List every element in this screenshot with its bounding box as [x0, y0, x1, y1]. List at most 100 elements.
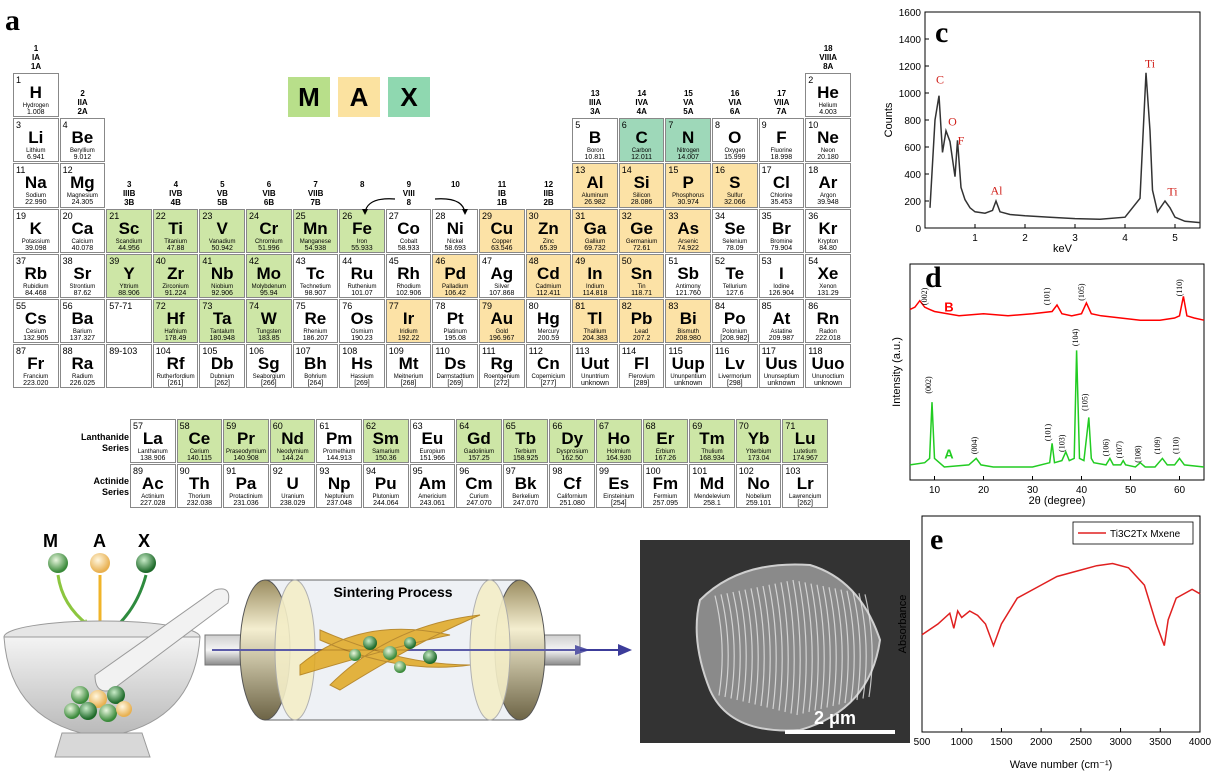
atomic-number: 80	[528, 301, 539, 311]
element-cell-u: 92 U Uranium 238.029	[269, 464, 316, 509]
atomic-number: 12	[62, 165, 73, 176]
atomic-number: 44	[342, 255, 353, 266]
element-cell-pm: 61 Pm Promethium 144.913	[316, 419, 362, 464]
atomic-weight: 32.066	[724, 199, 746, 207]
element-name: Ununoctium	[811, 374, 844, 381]
atomic-weight: [254]	[611, 500, 627, 507]
element-name: Astatine	[770, 329, 793, 335]
atomic-weight: [269]	[354, 380, 370, 388]
element-cell-tb: 65 Tb Terbium 158.925	[502, 419, 549, 464]
element-cell-ra: 88 Ra Radium 226.025	[59, 344, 106, 389]
group-header-line: 8A	[823, 62, 834, 71]
y-tick-label: 1200	[899, 62, 922, 73]
element-name: Americium	[418, 494, 447, 500]
element-name: Rhenium	[303, 329, 328, 335]
mixed-powder-balls	[64, 686, 132, 722]
peak-annotation: Ti	[1145, 56, 1156, 70]
panel-label-a: a	[5, 4, 20, 37]
series-line-1	[909, 350, 1205, 468]
element-cell-nb: 41 Nb Niobium 92.906	[199, 253, 245, 298]
element-symbol: Db	[210, 354, 234, 374]
element-symbol: Eu	[421, 429, 444, 448]
element-name: Dubnium	[210, 374, 235, 381]
element-name: Livermorium	[718, 374, 752, 381]
atomic-weight: unknown	[813, 380, 842, 388]
group-header-line: 14	[637, 89, 647, 99]
xrd-chart: 10 20 30 40 50 60 2θ (degree) Intensity (a.u.) (…	[891, 263, 1205, 507]
element-cell-pr: 59 Pr Praseodymium 140.908	[223, 419, 269, 464]
element-name: Cesium	[25, 329, 46, 335]
element-cell-he: 2 He Helium 4.003	[805, 73, 851, 118]
atomic-number: 42	[249, 255, 260, 266]
group-header-line: 4B	[170, 197, 181, 207]
atomic-weight: 131.29	[817, 289, 839, 297]
element-name: Seaborgium	[252, 374, 285, 381]
atomic-weight: 140.908	[233, 455, 259, 462]
atomic-number: 100	[645, 466, 661, 476]
element-symbol: Gd	[467, 429, 491, 448]
atomic-number: 56	[62, 301, 73, 311]
element-name: Berkelium	[512, 494, 539, 500]
group-header-line: 13	[590, 89, 600, 99]
atomic-number: 57	[133, 421, 144, 431]
atomic-number: 103	[785, 466, 801, 476]
atomic-number: 71	[785, 421, 796, 431]
atomic-number: 28	[435, 210, 446, 221]
element-name: Tellurium	[722, 283, 747, 290]
atomic-weight: 144.913	[326, 455, 352, 462]
element-cell-no: 102 No Nobelium 259.101	[735, 464, 782, 509]
element-cell-sm: 62 Sm Samarium 150.36	[363, 419, 409, 464]
element-name: Platinum	[443, 329, 467, 335]
atomic-weight: 178.49	[164, 335, 187, 342]
atomic-weight: 50.942	[211, 244, 233, 252]
atomic-weight: [268]	[400, 380, 417, 388]
element-name: Holmium	[606, 449, 631, 455]
element-symbol: Er	[656, 429, 675, 448]
atomic-weight: 18.998	[770, 154, 793, 162]
element-symbol: Lr	[796, 474, 814, 493]
element-symbol: Am	[418, 474, 447, 493]
element-cell-p: 15 P Phosphorus 30.974	[665, 163, 711, 208]
peak-annotation: (108)	[1133, 445, 1142, 463]
element-symbol: Zr	[167, 263, 185, 283]
element-name: Ununpentium	[670, 374, 707, 381]
element-cell-hg: 80 Hg Mercury 200.59	[525, 299, 572, 344]
atomic-weight: 6.941	[27, 154, 45, 162]
atomic-weight: 257.095	[652, 500, 679, 507]
element-symbol: Ag	[490, 263, 514, 283]
element-symbol: C	[635, 128, 648, 148]
element-name: Carbon	[631, 148, 652, 155]
atomic-weight: 24.305	[71, 199, 94, 207]
element-cell-ag: 47 Ag Silver 107.868	[479, 253, 525, 298]
element-name: Rubidium	[23, 283, 49, 290]
group-header-7: 7 VIIB 7B	[293, 180, 339, 207]
element-name: Ununtrium	[581, 374, 609, 381]
atomic-number: 92	[272, 466, 283, 476]
element-name: Technetium	[300, 283, 331, 290]
element-symbol: Au	[490, 309, 514, 328]
group-header-line: IA	[32, 53, 40, 62]
element-cell-c: 6 C Carbon 12.011	[618, 118, 665, 163]
element-cell-bh: 107 Bh Bohrium [264]	[292, 344, 339, 389]
atomic-number: 62	[366, 421, 377, 431]
atomic-weight: 95.94	[260, 289, 278, 297]
atomic-weight: 127.6	[726, 289, 744, 297]
element-cell-in: 49 In Indium 114.818	[572, 253, 618, 298]
atomic-number: 117	[761, 346, 776, 357]
element-name: Nitrogen	[676, 148, 700, 155]
atomic-weight: 207.2	[632, 335, 651, 342]
panel-label-c: c	[935, 16, 949, 49]
element-name: Francium	[23, 374, 49, 381]
x-tick-label: 1	[972, 233, 978, 244]
element-cell-hf: 72 Hf Hafnium 178.49	[152, 299, 199, 344]
element-symbol: Li	[28, 128, 44, 148]
element-cell-uut: 113 Uut Ununtrium unknown	[572, 344, 618, 389]
atomic-weight: [298]	[727, 380, 743, 388]
synthesis-label-x: X	[138, 531, 150, 551]
element-symbol: Ba	[71, 309, 94, 328]
element-name: Rhodium	[396, 283, 421, 290]
group-header-line: 17	[777, 89, 787, 99]
group-header-1: 1 IA 1A	[13, 44, 59, 71]
atomic-number: 114	[621, 346, 637, 357]
atomic-number: 66	[552, 421, 563, 431]
